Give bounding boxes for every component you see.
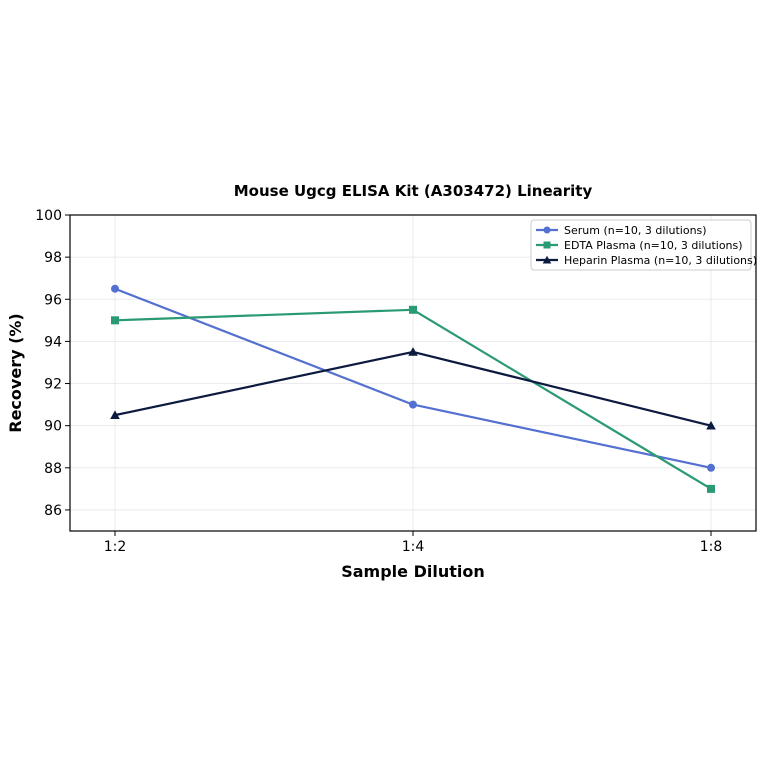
- data-point-1-2: [707, 484, 715, 493]
- y-tick-label-0: 86: [44, 503, 62, 519]
- series-group: [110, 284, 716, 493]
- data-point-2-0: [110, 410, 120, 419]
- legend: Serum (n=10, 3 dilutions) EDTA Plasma (n=…: [530, 219, 757, 271]
- series-1: [111, 305, 715, 493]
- legend-item-1: EDTA Plasma (n=10, 3 dilutions): [536, 239, 743, 252]
- legend-item-0: Serum (n=10, 3 dilutions): [536, 224, 707, 237]
- y-tick-label-4: 94: [44, 334, 62, 350]
- legend-label-1: EDTA Plasma (n=10, 3 dilutions): [564, 239, 743, 252]
- legend-box: [530, 219, 752, 271]
- legend-label-0: Serum (n=10, 3 dilutions): [564, 224, 707, 237]
- data-point-2-2: [706, 420, 716, 430]
- y-tick-label-2: 90: [44, 419, 62, 435]
- data-point-0-1: [409, 400, 417, 409]
- legend-swatch-marker-0: [543, 226, 551, 234]
- data-point-1-0: [111, 316, 119, 325]
- x-tick-label-1: 1:4: [402, 539, 425, 555]
- y-tick-label-7: 100: [35, 208, 62, 224]
- y-tick-label-5: 96: [44, 292, 62, 308]
- series-2: [110, 347, 716, 430]
- chart-title: Mouse Ugcg ELISA Kit (A303472) Linearity: [234, 182, 593, 200]
- data-point-0-0: [111, 284, 119, 293]
- y-tick-label-3: 92: [44, 377, 62, 393]
- x-tick-label-2: 1:8: [700, 539, 723, 555]
- legend-swatch-marker-1: [543, 241, 551, 249]
- y-axis-label: Recovery (%): [6, 313, 25, 432]
- y-tick-label-6: 98: [44, 250, 62, 266]
- series-0: [111, 284, 715, 472]
- legend-item-2: Heparin Plasma (n=10, 3 dilutions): [536, 254, 757, 267]
- y-tick-label-1: 88: [44, 461, 62, 477]
- x-axis-label: Sample Dilution: [341, 562, 485, 581]
- data-point-2-1: [408, 347, 418, 356]
- x-tick-label-0: 1:2: [104, 539, 127, 555]
- legend-label-2: Heparin Plasma (n=10, 3 dilutions): [564, 254, 757, 267]
- axis-ticks: 86 88 90 92 94 96 98 100 1:2 1:4 1:8: [35, 208, 722, 555]
- legend-swatch-marker-2: [542, 255, 552, 264]
- data-point-0-2: [707, 463, 715, 472]
- data-point-1-1: [409, 305, 417, 314]
